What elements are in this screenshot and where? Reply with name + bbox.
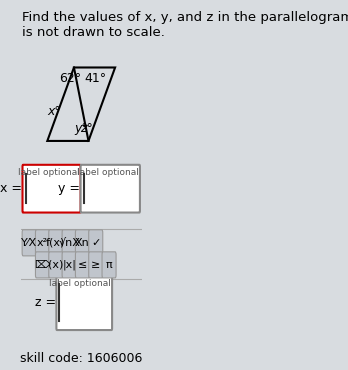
- Text: 41°: 41°: [85, 72, 107, 85]
- Text: label optional: label optional: [49, 279, 111, 287]
- Text: Y⁄X: Y⁄X: [21, 238, 37, 248]
- FancyBboxPatch shape: [49, 252, 63, 278]
- FancyBboxPatch shape: [62, 252, 76, 278]
- Text: x =: x =: [0, 182, 22, 195]
- FancyBboxPatch shape: [89, 252, 103, 278]
- Text: z =: z =: [35, 296, 56, 309]
- Text: (x): (x): [48, 260, 63, 270]
- FancyBboxPatch shape: [89, 230, 103, 256]
- FancyBboxPatch shape: [23, 165, 81, 212]
- Text: y =: y =: [58, 182, 80, 195]
- Text: label optional: label optional: [77, 168, 139, 178]
- Text: Xn: Xn: [75, 238, 90, 248]
- Text: |x|: |x|: [62, 260, 76, 270]
- Text: f(x): f(x): [46, 238, 65, 248]
- Text: ⌦: ⌦: [34, 260, 50, 270]
- FancyBboxPatch shape: [35, 230, 49, 256]
- FancyBboxPatch shape: [76, 252, 89, 278]
- Text: √nX: √nX: [58, 238, 80, 248]
- FancyBboxPatch shape: [49, 230, 63, 256]
- FancyBboxPatch shape: [56, 275, 112, 330]
- FancyBboxPatch shape: [22, 230, 36, 256]
- Text: 62°: 62°: [59, 72, 81, 85]
- FancyBboxPatch shape: [81, 165, 140, 212]
- Text: label optional: label optional: [17, 168, 79, 178]
- FancyBboxPatch shape: [62, 230, 76, 256]
- Text: ✓: ✓: [91, 238, 101, 248]
- Text: x°: x°: [48, 105, 61, 118]
- Text: x²: x²: [37, 238, 48, 248]
- Text: Find the values of x, y, and z in the parallelogram. Note that the figure
is not: Find the values of x, y, and z in the pa…: [22, 11, 348, 38]
- Text: y°: y°: [74, 122, 88, 135]
- Text: π: π: [106, 260, 112, 270]
- FancyBboxPatch shape: [102, 252, 116, 278]
- Text: skill code: 1606006: skill code: 1606006: [20, 352, 142, 365]
- Polygon shape: [47, 67, 115, 141]
- FancyBboxPatch shape: [35, 252, 49, 278]
- Text: z°: z°: [80, 122, 93, 135]
- Text: ≤: ≤: [78, 260, 87, 270]
- Text: ≥: ≥: [91, 260, 101, 270]
- FancyBboxPatch shape: [76, 230, 89, 256]
